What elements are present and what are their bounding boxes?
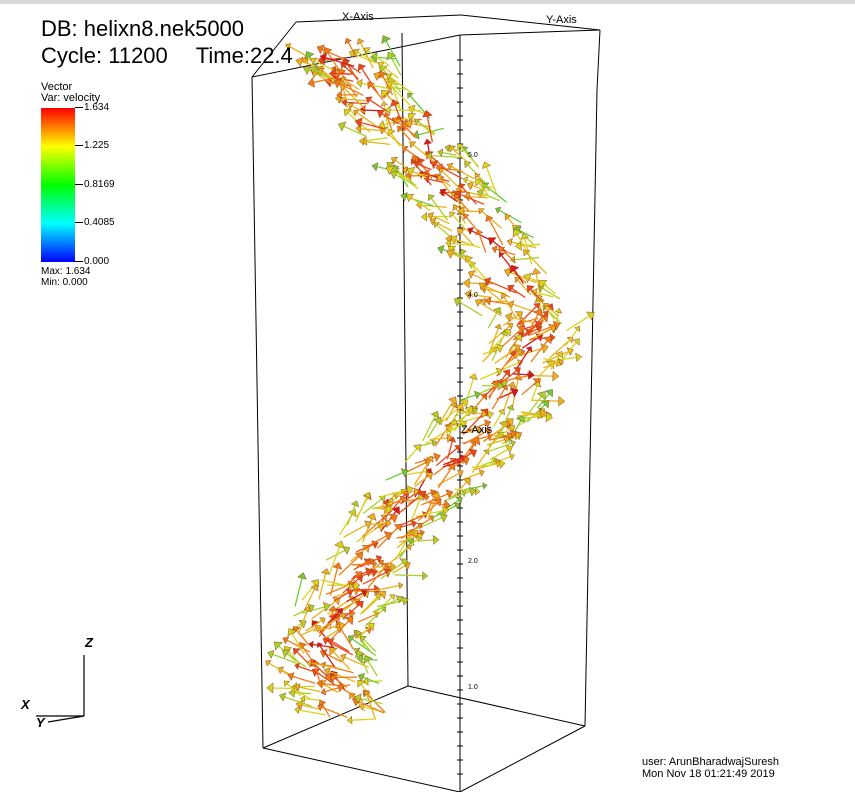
- bounding-box: [251, 14, 601, 792]
- z-tick-label: 2.0: [468, 558, 478, 565]
- z-axis-label: Z-Axis: [461, 424, 493, 436]
- z-tick-label: 5.0: [468, 152, 478, 159]
- triad-x-label: X: [21, 697, 30, 712]
- colorbar: [41, 108, 75, 262]
- z-tick-label: 1.0: [468, 684, 478, 691]
- legend-variable: Var: velocity: [41, 92, 101, 104]
- colorbar-tick-label: 1.634: [75, 103, 109, 113]
- database-title: DB: helixn8.nek5000: [41, 16, 245, 41]
- cycle-label: Cycle: 11200: [41, 43, 168, 68]
- time-label: Time:22.4: [195, 43, 293, 68]
- colorbar-tick-label: 0.000: [75, 257, 109, 267]
- colorbar-tick-label: 0.8169: [75, 180, 115, 190]
- triad-y-label: Y: [36, 715, 45, 730]
- legend-max: Max: 1.634: [41, 266, 91, 277]
- triad-z-label: Z: [85, 635, 93, 650]
- velocity-vector-field: [265, 35, 595, 725]
- colorbar-tick-label: 1.225: [75, 141, 109, 151]
- y-axis-label: Y-Axis: [546, 14, 577, 26]
- colorbar-tick-label: 0.4085: [75, 218, 115, 228]
- x-axis-label: X-Axis: [342, 11, 374, 23]
- window-top-strip: [0, 0, 855, 4]
- legend-plot-type: Vector: [41, 81, 73, 93]
- z-tick-label: 4.0: [468, 292, 478, 299]
- date-label: Mon Nov 18 01:21:49 2019: [642, 768, 775, 780]
- user-label: user: ArunBharadwajSuresh: [642, 756, 779, 768]
- cycle-time-line: Cycle: 11200 Time:22.4: [41, 44, 321, 68]
- legend-min: Min: 0.000: [41, 277, 88, 288]
- axis-triad: [36, 655, 85, 723]
